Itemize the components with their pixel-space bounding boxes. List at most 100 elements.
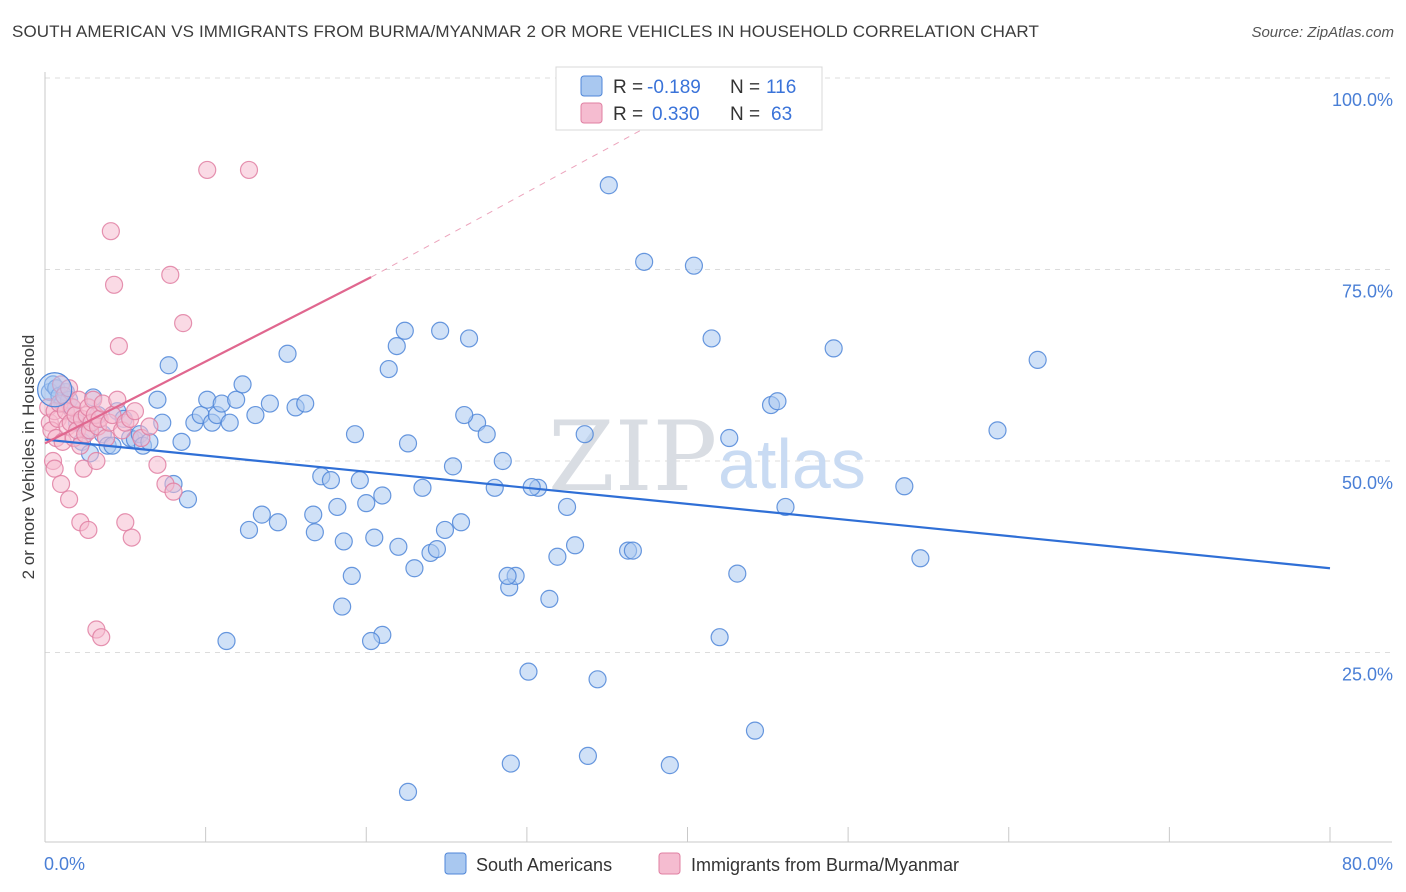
point-south-american [395, 321, 414, 340]
point-south-american [220, 413, 239, 432]
point-burma [174, 314, 193, 333]
point-burma [51, 474, 71, 494]
point-south-american [988, 421, 1007, 440]
point-south-american [172, 432, 191, 451]
y-axis-label: 2 or more Vehicles in Household [19, 335, 38, 580]
stats-r-label-south-american: R = [613, 77, 643, 98]
point-south-american [405, 559, 424, 578]
point-burma [79, 520, 98, 540]
point-south-american [895, 477, 914, 496]
point-south-american [304, 505, 323, 524]
point-south-american [455, 405, 474, 425]
point-south-american [578, 746, 598, 766]
point-south-american [824, 339, 843, 358]
chart-title: SOUTH AMERICAN VS IMMIGRANTS FROM BURMA/… [12, 22, 1039, 41]
legend: South Americans Immigrants from Burma/My… [444, 852, 959, 875]
point-south-american [710, 628, 729, 647]
watermark: ZIP atlas [548, 401, 866, 513]
point-burma [140, 417, 159, 436]
y-tick-label: 75.0% [1342, 282, 1393, 302]
point-south-american [702, 329, 721, 348]
point-south-american [239, 520, 259, 540]
point-south-american [684, 256, 704, 275]
point-south-american [459, 329, 479, 348]
point-burma [148, 455, 167, 474]
x-axis-ticks: 0.0% 80.0% [44, 827, 1393, 874]
y-axis-tick-labels: 25.0% 50.0% 75.0% 100.0% [1332, 90, 1393, 685]
point-south-american [548, 547, 567, 566]
point-south-american [357, 494, 376, 513]
point-south-american [260, 394, 279, 413]
point-burma [101, 222, 120, 241]
point-south-american [435, 520, 455, 540]
point-south-american [1028, 350, 1047, 369]
point-south-american [431, 321, 450, 340]
point-south-american [345, 425, 365, 444]
point-south-american [599, 176, 618, 195]
point-south-american [565, 536, 585, 555]
point-south-american [720, 428, 739, 448]
point-burma [109, 337, 128, 356]
point-south-american [296, 394, 315, 413]
point-burma [59, 490, 79, 509]
point-south-american [540, 589, 559, 608]
point-south-american [768, 392, 787, 411]
point-south-american [178, 490, 198, 509]
point-south-american [501, 754, 520, 773]
point-south-american [387, 337, 406, 356]
point-burma [122, 528, 141, 547]
legend-label-south-american: South Americans [476, 855, 612, 875]
trend-line-south-american [44, 438, 1331, 570]
point-south-american [246, 405, 265, 425]
data-points [37, 160, 1047, 802]
point-south-american [365, 528, 384, 547]
stats-r-label-burma: R = [613, 104, 643, 125]
point-south-american [575, 425, 594, 444]
legend-swatch-burma [658, 852, 681, 875]
point-south-american [477, 425, 496, 444]
point-south-american [398, 782, 418, 802]
point-south-american [745, 721, 765, 740]
point-south-american [350, 471, 369, 490]
point-burma [239, 160, 259, 180]
stats-n-burma: 63 [771, 104, 792, 125]
point-burma [92, 628, 111, 647]
point-south-american [159, 356, 178, 375]
point-south-american [334, 532, 353, 551]
point-south-american [623, 541, 642, 560]
point-south-american [398, 434, 418, 453]
point-south-american [389, 537, 408, 556]
point-burma [87, 451, 106, 471]
point-burma [161, 265, 180, 284]
stats-swatch-south-american [580, 75, 603, 97]
point-south-american [498, 566, 517, 586]
point-south-american [776, 497, 795, 517]
point-south-american [321, 471, 341, 490]
point-south-american [557, 497, 577, 517]
y-tick-label: 100.0% [1332, 90, 1393, 110]
point-south-american [911, 549, 930, 568]
point-south-american [361, 631, 381, 651]
y-tick-label: 25.0% [1342, 665, 1393, 685]
point-burma [125, 402, 145, 421]
point-south-american [635, 252, 654, 271]
point-south-american [379, 359, 398, 379]
x-tick-label-max: 80.0% [1342, 854, 1393, 874]
point-south-american [278, 344, 297, 363]
point-south-american [233, 375, 252, 394]
trend-line-burma [44, 276, 372, 445]
point-south-american-cluster [37, 372, 73, 408]
watermark-zip: ZIP [548, 401, 717, 513]
point-south-american [373, 486, 392, 505]
point-burma [104, 275, 124, 294]
trend-lines [44, 104, 1331, 570]
y-tick-label: 50.0% [1342, 473, 1393, 493]
point-south-american [588, 670, 607, 689]
stats-r-burma: 0.330 [652, 104, 700, 125]
point-south-american [252, 505, 271, 524]
watermark-atlas: atlas [718, 425, 866, 503]
point-south-american [413, 478, 432, 497]
point-south-american [493, 451, 512, 471]
point-burma [198, 160, 217, 180]
point-south-american [660, 756, 679, 775]
